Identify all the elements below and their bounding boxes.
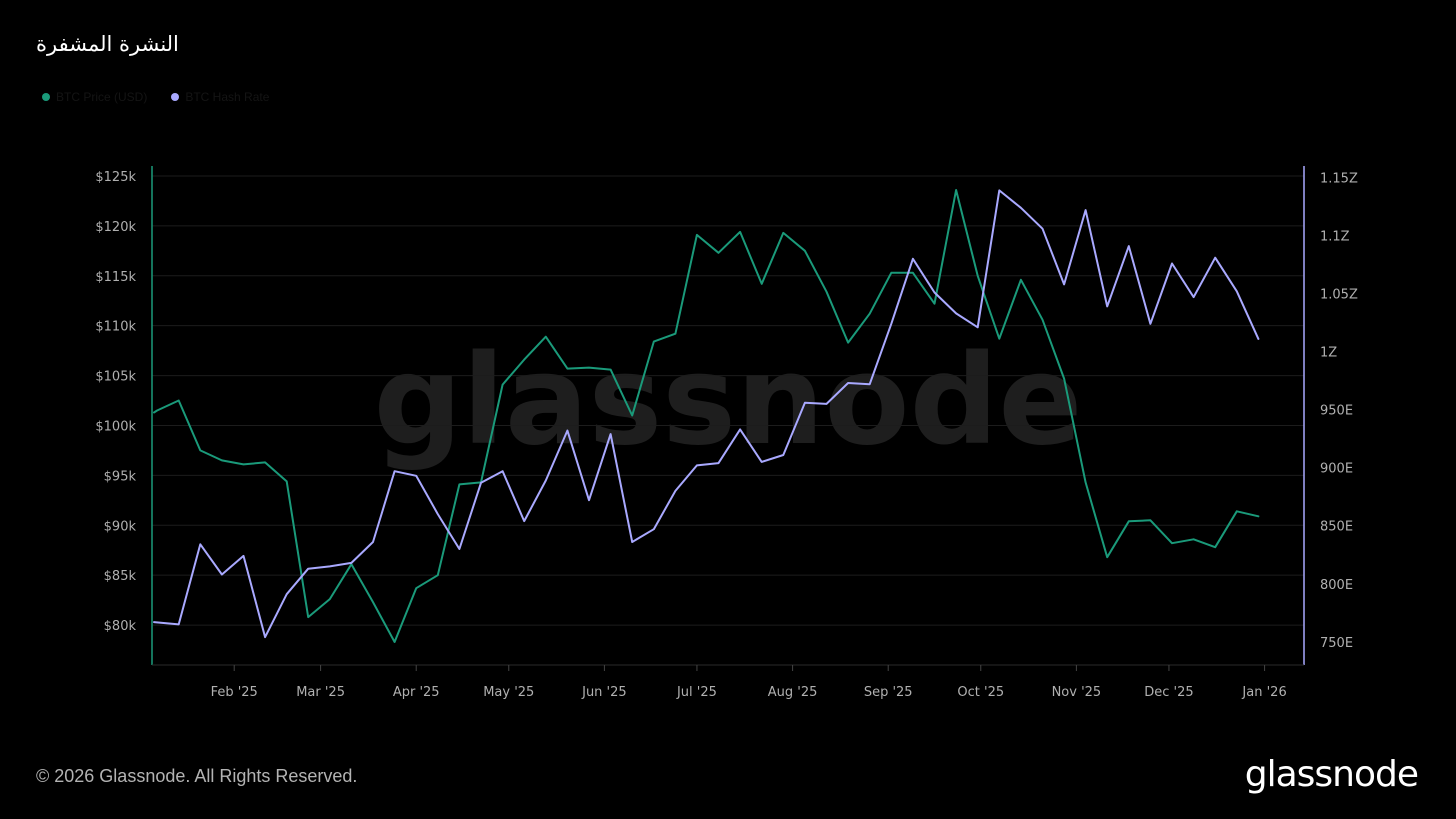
y-left-tick-label: $105k — [95, 370, 136, 385]
watermark: glassnode — [374, 329, 1083, 473]
legend-item-price[interactable]: BTC Price (USD) — [42, 90, 147, 104]
y-right-tick-label: 900E — [1320, 462, 1353, 477]
y-left-tick-label: $85k — [104, 569, 137, 584]
y-left-tick-label: $90k — [104, 519, 137, 534]
y-left-tick-label: $120k — [95, 220, 136, 235]
series-line-price — [153, 189, 1260, 643]
y-left-tick-label: $100k — [95, 419, 136, 434]
series-line-hashrate — [153, 189, 1260, 639]
y-right-tick-label: 1.15Z — [1320, 172, 1358, 187]
x-tick-label: Mar '25 — [296, 685, 345, 700]
y-left-tick-label: $125k — [95, 170, 136, 185]
axes: $80k $85k $90k $95k $100k $105k $110k $115k $120… — [95, 166, 1358, 700]
chart-legend: BTC Price (USD) BTC Hash Rate — [42, 90, 269, 104]
y-right-tick-label: 1.1Z — [1320, 230, 1350, 245]
y-left-tick-label: $95k — [104, 469, 137, 484]
legend-label-price: BTC Price (USD) — [56, 90, 148, 104]
legend-dot-hashrate — [171, 93, 180, 101]
copyright-text: © 2026 Glassnode. All Rights Reserved. — [36, 766, 358, 786]
grid-lines — [152, 175, 1304, 626]
y-left-tick-label: $80k — [104, 619, 137, 634]
y-right-tick-label: 1Z — [1320, 346, 1337, 361]
brand-logo: glassnode — [1244, 754, 1419, 795]
y-right-tick-label: 1.05Z — [1320, 288, 1358, 303]
x-tick-label: Dec '25 — [1144, 685, 1193, 700]
legend-dot-price — [42, 93, 50, 101]
x-tick-label: Jan '26 — [1241, 685, 1286, 700]
series-layer — [153, 189, 1260, 643]
x-tick-label: Feb '25 — [211, 685, 258, 700]
x-tick-label: Nov '25 — [1052, 685, 1102, 700]
y-right-tick-label: 750E — [1320, 636, 1353, 651]
y-left-tick-label: $115k — [95, 270, 136, 285]
x-tick-label: Jun '25 — [581, 685, 627, 700]
chart-title: النشرة المشفرة — [36, 32, 179, 56]
x-tick-label: Aug '25 — [768, 685, 818, 700]
y-right-tick-label: 850E — [1320, 520, 1353, 535]
x-tick-label: Sep '25 — [864, 685, 913, 700]
y-right-tick-label: 950E — [1320, 404, 1353, 419]
x-tick-label: May '25 — [483, 685, 534, 700]
x-tick-label: Oct '25 — [957, 685, 1004, 700]
x-tick-label: Apr '25 — [393, 685, 440, 700]
legend-item-hashrate[interactable]: BTC Hash Rate — [171, 90, 269, 104]
y-right-tick-label: 800E — [1320, 578, 1353, 593]
y-left-tick-label: $110k — [95, 320, 136, 335]
x-tick-label: Jul '25 — [676, 685, 717, 700]
legend-label-hashrate: BTC Hash Rate — [185, 90, 270, 104]
